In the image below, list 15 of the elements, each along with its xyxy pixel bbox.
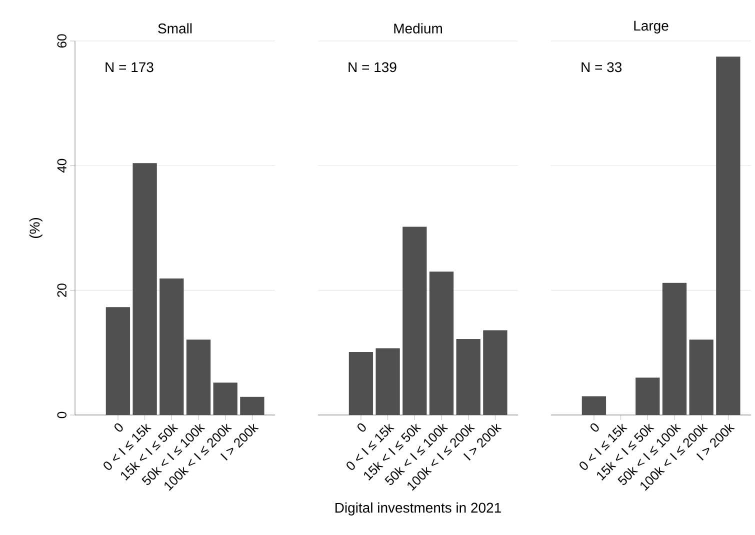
x-tick-label: 0 (114, 423, 123, 432)
annotation: N = 139 (348, 62, 396, 72)
annotation: N = 33 (582, 62, 622, 72)
y-tick-label: 0 (57, 412, 66, 418)
x-axis-title: Digital investments in 2021 (336, 502, 501, 516)
x-tick-label: 0 (358, 423, 366, 432)
chart-title: Large (634, 20, 668, 34)
y-tick-label: 20 (57, 284, 66, 297)
chart-title: Medium (394, 23, 442, 34)
y-tick-label: 40 (57, 158, 66, 173)
y-axis-title: (%) (29, 218, 42, 238)
annotation: N = 173 (106, 62, 154, 72)
x-tick-label: 0 (590, 423, 599, 432)
y-tick-label: 60 (57, 34, 66, 48)
chart-title: Small (158, 23, 192, 34)
